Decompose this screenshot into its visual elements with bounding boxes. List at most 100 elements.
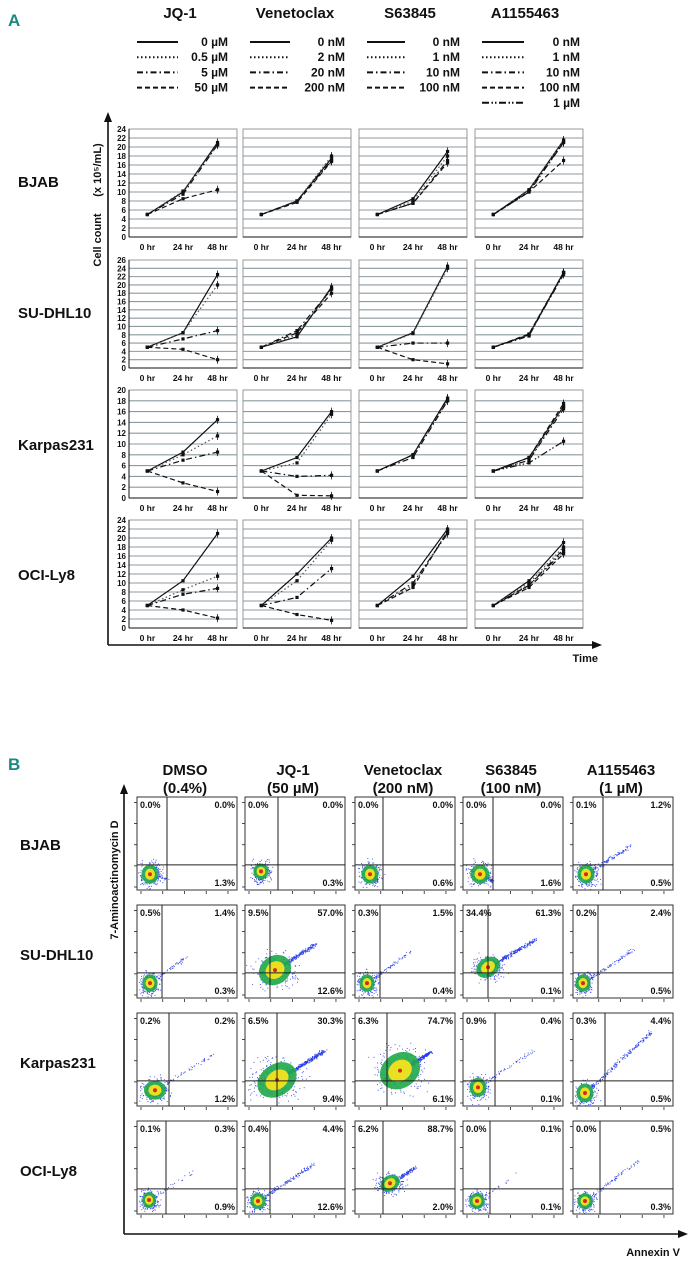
plot-area — [354, 1120, 456, 1215]
data-point — [295, 455, 299, 460]
row-label: SU-DHL10 — [20, 947, 93, 964]
y-tick-label: 8 — [122, 331, 127, 340]
quadrant-upper-right-pct: 0.2% — [214, 1016, 235, 1026]
data-point — [375, 212, 379, 217]
quadrant-upper-left-pct: 0.1% — [576, 800, 597, 810]
data-point — [259, 603, 263, 608]
y-tick-label: 6 — [122, 339, 127, 348]
row-label: Karpas231 — [18, 437, 94, 454]
x-tick-label: 24 hr — [287, 373, 308, 383]
legend-label: 0.5 µM — [191, 50, 228, 64]
y-tick-label: 14 — [117, 170, 126, 179]
flow-plot: 0.0% 0.1% 0.1% — [460, 1120, 564, 1218]
x-tick-label: 24 hr — [403, 242, 424, 252]
y-tick-label: 16 — [117, 298, 126, 307]
y-tick-label: 12 — [117, 570, 126, 579]
legend-entry: 100 nM — [482, 81, 580, 95]
data-point — [295, 335, 299, 339]
y-tick-label: 22 — [117, 134, 126, 143]
y-tick-label: 2 — [122, 483, 127, 492]
data-point — [527, 190, 531, 194]
series-line — [377, 155, 449, 216]
quadrant-upper-left-pct: 6.3% — [358, 1016, 379, 1026]
quadrant-upper-left-pct: 0.0% — [466, 800, 487, 810]
quadrant-upper-left-pct: 0.1% — [140, 1124, 161, 1134]
legend-label: 2 nM — [318, 50, 345, 64]
density-red — [583, 1198, 587, 1203]
legend-label: 1 nM — [433, 50, 460, 64]
quadrant-upper-right-pct: 0.1% — [540, 1124, 561, 1134]
series-line — [377, 400, 449, 472]
series-line — [147, 575, 218, 607]
x-tick-label: 48 hr — [321, 503, 342, 513]
plot-area — [244, 1012, 346, 1107]
y-tick-label: 24 — [117, 264, 126, 273]
y-tick-label: 0 — [122, 624, 127, 633]
data-point — [295, 595, 299, 599]
y-tick-label: 0 — [122, 364, 127, 373]
quadrant-upper-left-pct: 6.5% — [248, 1016, 269, 1026]
data-point — [181, 481, 185, 485]
x-axis-label: Annexin V — [626, 1247, 680, 1259]
quadrant-lower-right-pct: 9.4% — [322, 1094, 343, 1104]
flow-plot: 0.0% 0.5% 0.3% — [570, 1120, 674, 1218]
growth-panel: 0 hr 24 hr 48 hr — [474, 259, 584, 383]
y-tick-label: 18 — [117, 397, 126, 406]
quadrant-upper-right-pct: 0.4% — [540, 1016, 561, 1026]
series-line — [147, 144, 219, 216]
data-point — [527, 461, 531, 465]
data-point — [411, 455, 415, 460]
drug-header: S63845 — [384, 5, 436, 22]
x-tick-label: 0 hr — [140, 633, 156, 643]
density-red — [581, 981, 585, 986]
x-tick-label: 48 hr — [321, 633, 342, 643]
density-red — [368, 872, 372, 877]
x-tick-label: 0 hr — [140, 242, 156, 252]
quadrant-upper-right-pct: 0.5% — [650, 1124, 671, 1134]
legend-label: 0 nM — [433, 35, 460, 49]
quadrant-upper-right-pct: 1.4% — [214, 908, 235, 918]
density-red — [584, 872, 588, 877]
quadrant-lower-right-pct: 0.4% — [432, 986, 453, 996]
flow-plot: 0.2% 2.4% 0.5% — [570, 904, 674, 1002]
series-line — [493, 142, 565, 216]
growth-panel: 0 hr 24 hr 48 hr — [358, 259, 468, 383]
series-line — [377, 162, 449, 216]
quadrant-lower-right-pct: 0.1% — [540, 1094, 561, 1104]
data-point — [181, 197, 185, 201]
x-tick-label: 0 hr — [486, 633, 502, 643]
quadrant-upper-left-pct: 0.0% — [140, 800, 161, 810]
y-tick-label: 12 — [117, 179, 126, 188]
panel-b-axes: Annexin V 7-Aminoactinomycin D — [109, 784, 688, 1259]
x-tick-label: 24 hr — [519, 242, 540, 252]
quadrant-upper-right-pct: 0.0% — [214, 800, 235, 810]
data-point — [259, 469, 263, 473]
data-point — [295, 200, 299, 204]
data-point — [411, 583, 415, 587]
treatment-concentration: (0.4%) — [163, 780, 207, 797]
flow-plot: 34.4% 61.3% 0.1% — [460, 904, 564, 1002]
plot-area — [474, 259, 584, 369]
legend-entry: 5 µM — [137, 65, 228, 79]
legend-label: 1 nM — [553, 50, 580, 64]
y-tick-label: 6 — [122, 206, 127, 215]
quadrant-lower-right-pct: 12.6% — [317, 1202, 343, 1212]
density-red — [478, 872, 482, 877]
legend-label: 20 nM — [311, 65, 345, 79]
x-tick-label: 24 hr — [287, 242, 308, 252]
y-tick-label: 0 — [122, 233, 127, 242]
density-red — [256, 1198, 260, 1203]
x-tick-label: 24 hr — [403, 373, 424, 383]
series-line — [377, 346, 448, 365]
flow-plot: 0.1% 0.3% 0.9% — [134, 1120, 238, 1218]
panel-a-label: A — [8, 11, 20, 30]
legend-entry: 10 nM — [367, 65, 460, 79]
legend-label: 5 µM — [201, 65, 228, 79]
x-tick-label: 48 hr — [553, 242, 574, 252]
flow-plot: 0.4% 4.4% 12.6% — [242, 1120, 346, 1218]
growth-panel: 0 hr 24 hr 48 hr — [242, 389, 352, 513]
y-tick-label: 18 — [117, 152, 126, 161]
